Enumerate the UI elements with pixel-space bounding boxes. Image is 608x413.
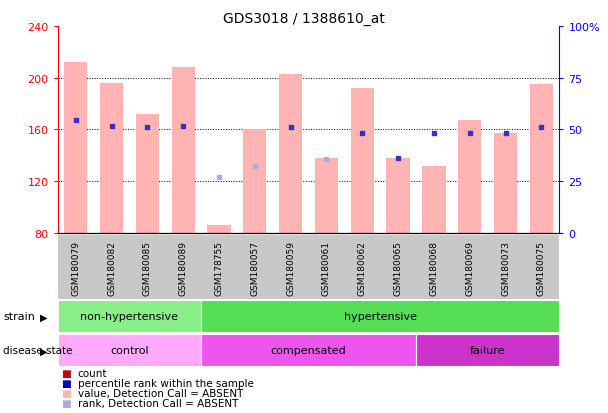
Text: GSM180068: GSM180068 xyxy=(429,240,438,295)
Text: percentile rank within the sample: percentile rank within the sample xyxy=(78,378,254,388)
Text: count: count xyxy=(78,368,108,378)
Bar xyxy=(58,301,201,332)
Text: rank, Detection Call = ABSENT: rank, Detection Call = ABSENT xyxy=(78,398,238,408)
Text: GDS3018 / 1388610_at: GDS3018 / 1388610_at xyxy=(223,12,385,26)
Text: GSM180061: GSM180061 xyxy=(322,240,331,295)
Text: ■: ■ xyxy=(61,388,71,398)
Bar xyxy=(58,335,201,366)
Text: GSM180062: GSM180062 xyxy=(358,240,367,295)
Text: value, Detection Call = ABSENT: value, Detection Call = ABSENT xyxy=(78,388,243,398)
Bar xyxy=(201,335,416,366)
Bar xyxy=(100,83,123,233)
Bar xyxy=(387,159,410,233)
Text: ▶: ▶ xyxy=(40,311,47,322)
Text: ■: ■ xyxy=(61,368,71,378)
Bar xyxy=(243,130,266,233)
Text: GSM180057: GSM180057 xyxy=(250,240,260,295)
Text: GSM180073: GSM180073 xyxy=(501,240,510,295)
Text: GSM178755: GSM178755 xyxy=(215,240,224,295)
Text: GSM180069: GSM180069 xyxy=(465,240,474,295)
Text: GSM180085: GSM180085 xyxy=(143,240,152,295)
Text: disease state: disease state xyxy=(3,345,72,356)
Bar xyxy=(530,85,553,233)
Text: GSM180079: GSM180079 xyxy=(71,240,80,295)
Text: GSM180059: GSM180059 xyxy=(286,240,295,295)
Bar xyxy=(416,335,559,366)
Text: GSM180075: GSM180075 xyxy=(537,240,546,295)
Text: ■: ■ xyxy=(61,378,71,388)
Bar xyxy=(64,63,88,233)
Text: control: control xyxy=(110,345,149,356)
Text: non-hypertensive: non-hypertensive xyxy=(80,311,178,322)
Bar xyxy=(207,225,230,233)
Text: GSM180065: GSM180065 xyxy=(393,240,402,295)
Bar xyxy=(279,75,302,233)
Text: GSM180089: GSM180089 xyxy=(179,240,188,295)
Bar xyxy=(315,159,338,233)
Text: GSM180082: GSM180082 xyxy=(107,240,116,295)
Text: compensated: compensated xyxy=(271,345,347,356)
Text: ▶: ▶ xyxy=(40,345,47,356)
Bar xyxy=(136,114,159,233)
Text: hypertensive: hypertensive xyxy=(344,311,416,322)
Bar xyxy=(201,301,559,332)
Bar xyxy=(494,134,517,233)
Text: ■: ■ xyxy=(61,398,71,408)
Bar xyxy=(351,89,374,233)
Bar xyxy=(423,166,446,233)
Text: failure: failure xyxy=(470,345,505,356)
Bar xyxy=(458,121,482,233)
Text: strain: strain xyxy=(3,311,35,322)
Bar xyxy=(171,68,195,233)
